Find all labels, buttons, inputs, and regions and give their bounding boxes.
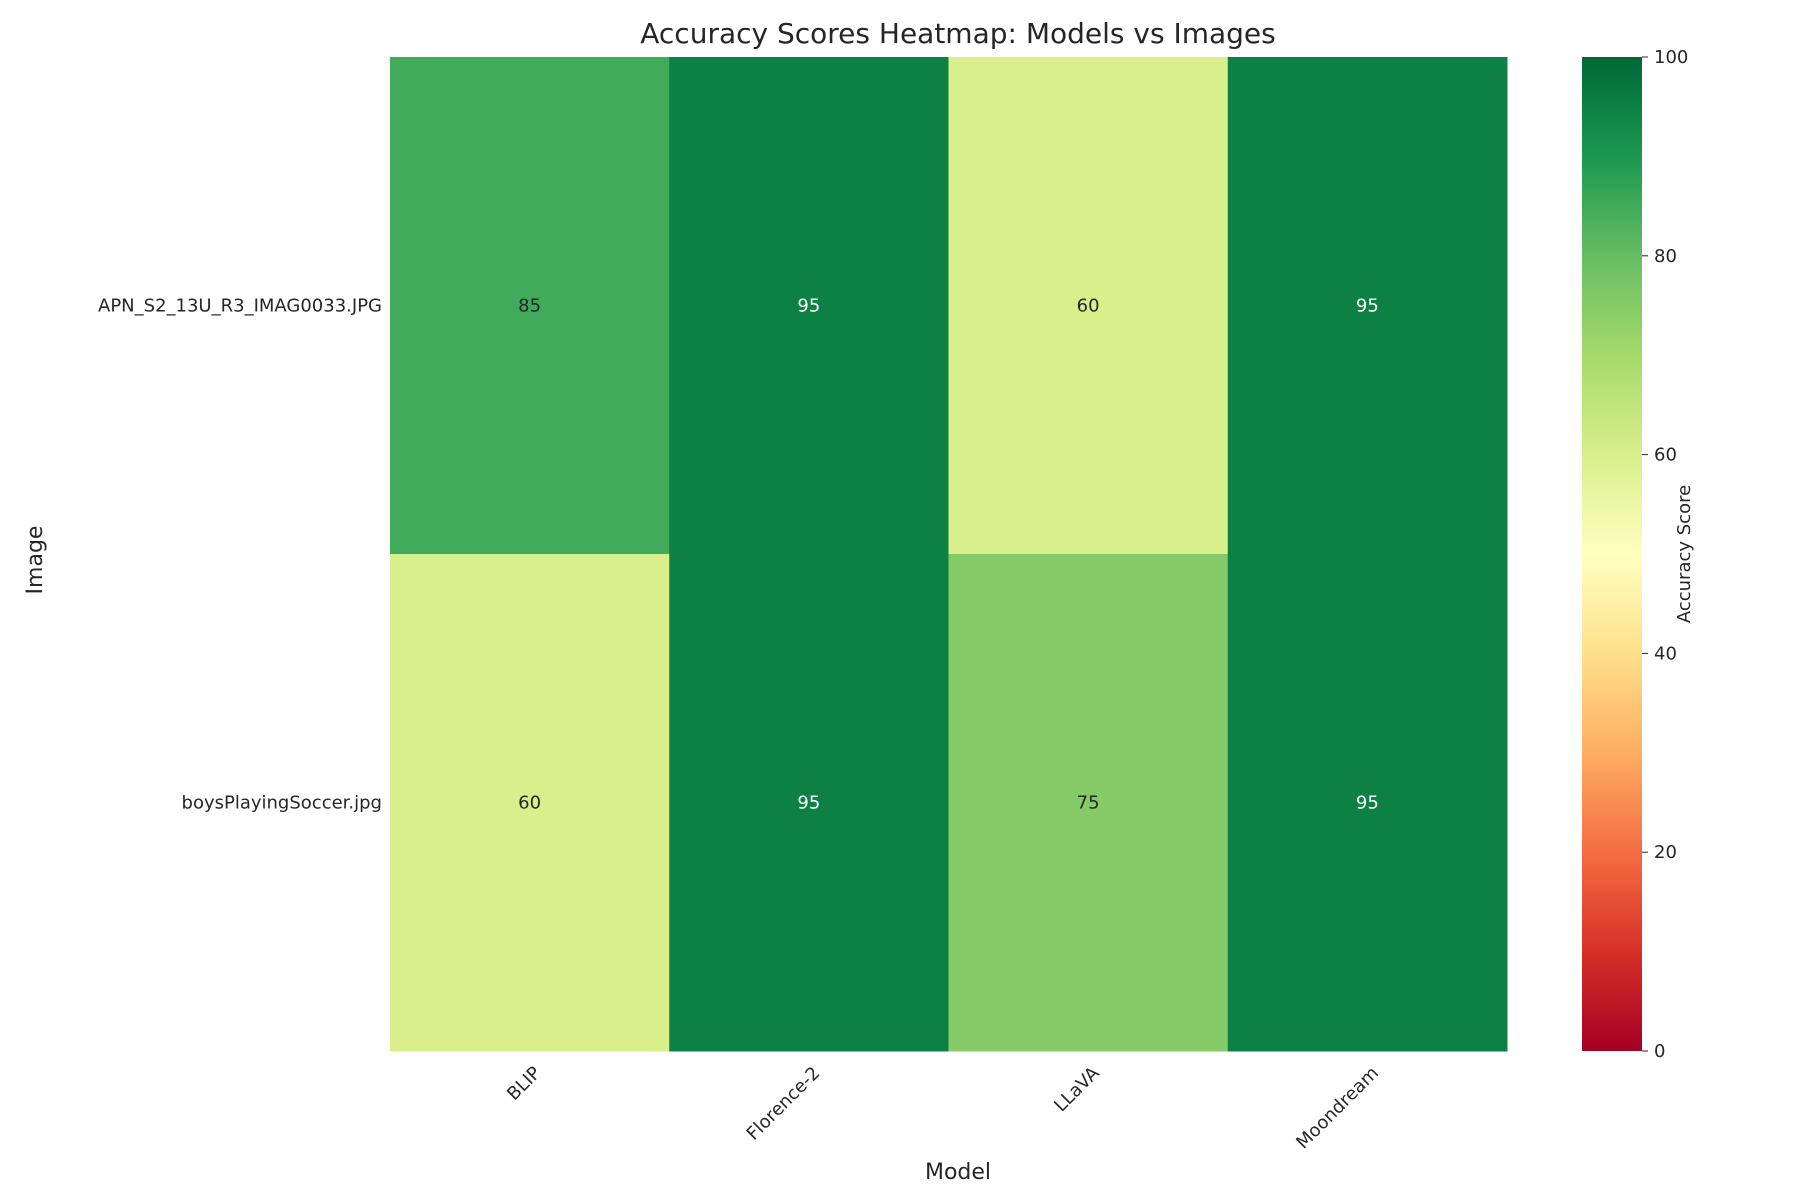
heatmap-cell bbox=[1227, 57, 1508, 555]
heatmap-cells bbox=[390, 57, 1508, 1052]
colorbar-tick-label: 100 bbox=[1654, 47, 1688, 68]
cell-value-label: 95 bbox=[797, 793, 820, 814]
heatmap-cell bbox=[1227, 554, 1508, 1052]
y-tick-labels: APN_S2_13U_R3_IMAG0033.JPG boysPlayingSoc… bbox=[98, 296, 382, 814]
heatmap-cell bbox=[669, 57, 949, 555]
heatmap-cell bbox=[948, 57, 1229, 555]
y-tick-label: APN_S2_13U_R3_IMAG0033.JPG bbox=[98, 296, 382, 317]
colorbar-ticks: 0 20 40 60 80 100 bbox=[1642, 47, 1688, 1062]
cell-value-label: 85 bbox=[518, 296, 541, 317]
x-tick-label: Florence-2 bbox=[743, 1063, 825, 1145]
cell-value-label: 60 bbox=[1077, 296, 1100, 317]
colorbar-tick-label: 20 bbox=[1654, 842, 1677, 863]
cell-value-label: 95 bbox=[1356, 793, 1379, 814]
x-tick-label: BLIP bbox=[503, 1063, 545, 1105]
cell-value-label: 95 bbox=[797, 296, 820, 317]
heatmap-cell bbox=[390, 57, 670, 555]
y-tick-label: boysPlayingSoccer.jpg bbox=[182, 793, 382, 814]
x-tick-labels: BLIP Florence-2 LLaVA Moondream bbox=[503, 1062, 1383, 1153]
heatmap-cell bbox=[948, 554, 1229, 1052]
chart-title: Accuracy Scores Heatmap: Models vs Image… bbox=[640, 17, 1276, 50]
x-tick-label: Moondream bbox=[1292, 1063, 1383, 1154]
cell-value-labels: 85 95 60 95 60 95 75 95 bbox=[518, 296, 1379, 814]
colorbar-tick-label: 40 bbox=[1654, 643, 1677, 664]
colorbar-tick-label: 0 bbox=[1654, 1041, 1665, 1062]
heatmap-cell bbox=[390, 554, 670, 1052]
cell-value-label: 75 bbox=[1077, 793, 1100, 814]
cell-value-label: 60 bbox=[518, 793, 541, 814]
colorbar-tick-label: 80 bbox=[1654, 246, 1677, 267]
x-axis-label: Model bbox=[925, 1160, 991, 1185]
colorbar bbox=[1582, 57, 1642, 1051]
colorbar-tick-label: 60 bbox=[1654, 445, 1677, 466]
x-tick-label: LLaVA bbox=[1050, 1062, 1104, 1116]
heatmap-cell bbox=[669, 554, 949, 1052]
colorbar-label: Accuracy Score bbox=[1674, 485, 1695, 623]
y-axis-label: Image bbox=[23, 526, 48, 595]
cell-value-label: 95 bbox=[1356, 296, 1379, 317]
